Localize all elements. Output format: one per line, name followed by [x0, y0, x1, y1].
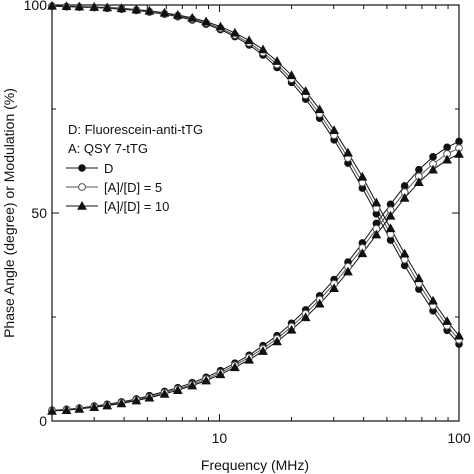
data-point-2-phase [385, 210, 396, 220]
data-point-2-modulation [47, 0, 57, 10]
data-point-2-modulation [74, 1, 85, 11]
x-tick-label: 10 [212, 430, 228, 446]
data-point-2-modulation [343, 147, 353, 157]
y-axis-title: Phase Angle (degree) or Modulation (%) [1, 88, 17, 338]
data-point-2-phase [413, 177, 424, 186]
data-point-2-phase [286, 324, 297, 334]
data-point-2-modulation [258, 44, 268, 54]
data-point-2-phase [61, 405, 72, 414]
data-point-2-modulation [413, 273, 424, 283]
data-point-2-modulation [144, 5, 155, 15]
x-axis-title: Frequency (MHz) [201, 457, 309, 473]
data-point-2-modulation [286, 70, 297, 80]
data-point-2-modulation [399, 248, 410, 258]
data-point-2-phase [329, 283, 339, 293]
data-point-2-phase [215, 369, 226, 379]
data-point-2-phase [159, 388, 170, 398]
data-point-2-phase [399, 193, 410, 202]
legend-label-0: D [104, 161, 113, 176]
data-point-2-modulation [329, 125, 339, 134]
data-point-2-modulation [201, 16, 212, 26]
axis-ticks: 10 100 0 50 100 [24, 0, 471, 446]
data-point-2-phase [187, 380, 198, 390]
data-point-2-phase [442, 154, 452, 164]
data-point-2-modulation [159, 7, 170, 17]
data-point-2-modulation [357, 171, 368, 181]
data-point-2-phase [172, 385, 183, 394]
data-point-2-phase [230, 362, 240, 372]
data-point-2-modulation [102, 2, 113, 12]
data-point-0-phase [415, 165, 423, 174]
data-point-2-phase [357, 248, 368, 258]
data-point-2-modulation [442, 316, 452, 325]
data-point-2-modulation [187, 12, 198, 22]
data-point-2-phase [454, 148, 464, 158]
data-point-2-modulation [116, 3, 127, 13]
y-tick-label: 100 [24, 0, 48, 13]
data-point-2-phase [244, 354, 254, 364]
data-point-2-phase [258, 346, 268, 355]
series-markers [47, 0, 464, 415]
data-point-2-phase [89, 402, 100, 412]
data-point-2-phase [144, 392, 155, 402]
data-point-2-modulation [385, 223, 396, 233]
x-tick-label: 100 [447, 430, 471, 446]
legend-marker-1 [78, 183, 86, 191]
legend-header-line: D: Fluorescein-anti-tTG [68, 122, 203, 137]
data-point-2-modulation [244, 35, 254, 45]
data-point-2-modulation [215, 21, 226, 31]
data-point-2-phase [116, 398, 127, 408]
data-point-2-phase [314, 298, 325, 308]
data-point-2-modulation [428, 295, 438, 305]
data-point-0-phase [443, 143, 451, 152]
data-point-2-phase [74, 403, 85, 413]
data-point-2-modulation [314, 104, 325, 114]
data-point-2-phase [371, 229, 382, 239]
y-tick-label: 50 [31, 205, 47, 221]
data-point-2-modulation [89, 2, 100, 11]
legend-label-1: [A]/[D] = 5 [104, 180, 162, 195]
legend-marker-0 [78, 164, 86, 172]
legend-label-2: [A]/[D] = 10 [104, 199, 169, 214]
y-tick-label: 0 [39, 413, 47, 429]
legend: D: Fluorescein-anti-tTG A: QSY 7-tTG D [A]/… [66, 122, 203, 214]
legend-marker-2 [77, 200, 87, 210]
data-point-2-phase [300, 312, 311, 322]
data-point-2-phase [343, 266, 353, 276]
data-point-2-phase [428, 164, 438, 174]
data-point-2-phase [272, 336, 282, 346]
data-point-2-modulation [131, 4, 142, 14]
data-point-2-modulation [300, 86, 311, 95]
legend-header-line: A: QSY 7-tTG [68, 141, 148, 156]
data-point-2-modulation [272, 56, 282, 65]
data-point-2-phase [201, 375, 212, 385]
data-point-2-phase [131, 395, 142, 405]
data-point-2-modulation [172, 9, 183, 19]
data-point-0-phase [455, 137, 463, 146]
data-point-2-phase [47, 405, 57, 415]
data-point-2-phase [102, 400, 113, 410]
data-point-2-modulation [371, 197, 382, 207]
data-point-2-modulation [454, 330, 464, 340]
data-point-2-modulation [61, 1, 72, 11]
data-point-2-modulation [230, 27, 240, 37]
data-point-0-phase [429, 153, 437, 161]
